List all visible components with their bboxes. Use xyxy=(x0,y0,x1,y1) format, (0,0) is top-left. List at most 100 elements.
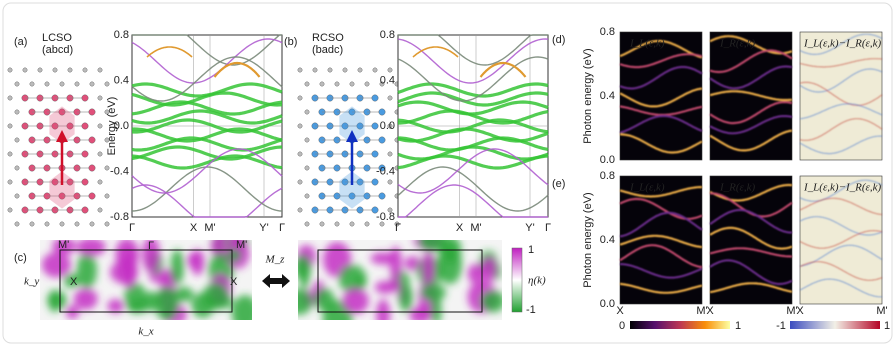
band-curve xyxy=(131,136,283,152)
atom xyxy=(74,81,80,87)
atom xyxy=(97,123,103,129)
y-tick-label: 0.0 xyxy=(114,120,129,132)
axis-label: k_y xyxy=(24,276,39,288)
band-curve xyxy=(131,109,283,125)
atom xyxy=(81,178,89,186)
atom xyxy=(81,94,89,102)
y-axis-label: Energy (eV) xyxy=(106,97,118,156)
blob xyxy=(110,260,139,284)
atom xyxy=(97,151,103,157)
band-curve xyxy=(799,81,883,107)
band-curve xyxy=(799,261,883,281)
atom xyxy=(14,137,20,143)
blob xyxy=(398,283,413,312)
band-curve xyxy=(799,179,883,202)
x-tick-label: M' xyxy=(786,305,797,317)
spectrum-lines xyxy=(709,35,793,152)
atom xyxy=(104,137,110,143)
band-curve xyxy=(619,65,703,90)
spectrum-lines xyxy=(619,186,703,294)
atom xyxy=(7,179,13,185)
blob xyxy=(430,295,442,320)
band-curve xyxy=(619,197,703,220)
band-curve xyxy=(132,34,282,66)
band-curve xyxy=(397,118,549,134)
band-curve xyxy=(619,87,703,108)
atom xyxy=(364,81,370,87)
blob xyxy=(389,246,402,282)
band-curve xyxy=(799,33,883,55)
atom xyxy=(342,67,348,73)
atom xyxy=(104,109,110,115)
band-curve xyxy=(619,105,703,116)
atom xyxy=(297,67,303,73)
x-tick-label: Γ xyxy=(279,222,285,234)
colorbar-label: 1 xyxy=(528,244,534,256)
blob xyxy=(202,282,229,310)
band-curve xyxy=(709,247,792,258)
band-curve xyxy=(709,183,792,202)
band-curve xyxy=(620,263,703,279)
band-curve xyxy=(709,90,793,102)
atom xyxy=(97,179,103,185)
atom xyxy=(297,95,303,101)
atom xyxy=(81,206,89,214)
band-curve xyxy=(799,68,883,93)
atom xyxy=(379,81,385,87)
atom xyxy=(364,221,370,227)
blob xyxy=(342,287,369,314)
y-tick-label: 0.4 xyxy=(380,74,395,86)
spectrum-panel xyxy=(799,175,883,305)
band-curve xyxy=(619,234,703,249)
atom xyxy=(74,221,80,227)
blob xyxy=(47,290,67,310)
atom xyxy=(297,179,303,185)
band-curve xyxy=(709,226,793,250)
blob xyxy=(376,299,391,320)
blob xyxy=(231,295,252,320)
atom xyxy=(387,67,393,73)
y-tick-label: -0.4 xyxy=(376,165,395,177)
x-tick-label: M' xyxy=(470,222,481,234)
band-curve xyxy=(131,118,283,134)
atom xyxy=(371,178,379,186)
colorbar xyxy=(511,247,523,313)
colorbar xyxy=(630,321,730,329)
colorbar-title: η(k) xyxy=(528,275,546,287)
eta-map xyxy=(298,240,502,320)
atom xyxy=(14,81,20,87)
atom xyxy=(7,151,13,157)
x-tick-label: Γ xyxy=(395,222,401,234)
band-curve xyxy=(709,259,793,286)
colorbar-label: 1 xyxy=(735,320,741,332)
atom xyxy=(88,164,96,172)
atom xyxy=(387,95,393,101)
band-curve xyxy=(619,39,703,59)
eta-map xyxy=(40,240,252,320)
brillouin-zone xyxy=(317,249,483,313)
atom xyxy=(378,192,386,200)
band-curve xyxy=(799,58,883,68)
arrow-head xyxy=(346,130,358,142)
atom xyxy=(379,221,385,227)
atom xyxy=(304,165,310,171)
y-axis-label: Photon energy (eV) xyxy=(582,192,594,287)
blob xyxy=(389,278,400,291)
band-curve xyxy=(397,148,549,194)
band-curve xyxy=(397,91,549,107)
k-point: M' xyxy=(236,239,247,251)
atom xyxy=(104,193,110,199)
band-curve xyxy=(213,61,261,78)
blob xyxy=(170,249,184,285)
atom xyxy=(104,221,110,227)
band-curve xyxy=(131,154,283,170)
blob xyxy=(187,252,199,268)
band-curve xyxy=(131,56,283,102)
blob xyxy=(354,276,367,289)
band-curve xyxy=(398,34,548,66)
x-tick-label: Γ xyxy=(545,222,551,234)
y-tick-label: 0.4 xyxy=(600,234,615,246)
y-tick-label: 0.8 xyxy=(600,170,615,182)
band-curve xyxy=(619,114,703,134)
atom xyxy=(387,207,393,213)
